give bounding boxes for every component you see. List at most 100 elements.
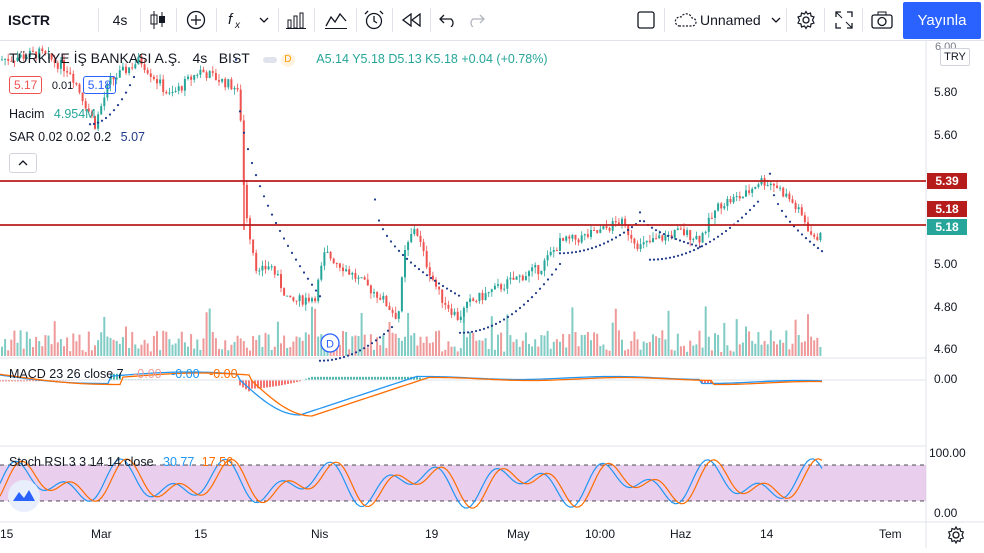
- candle-body: [587, 234, 589, 237]
- candle-body: [280, 274, 282, 288]
- sar-dot: [117, 104, 119, 106]
- chevron-down-icon[interactable]: [252, 0, 276, 40]
- candle-body: [494, 286, 496, 290]
- gear-icon[interactable]: [792, 0, 820, 40]
- sar-dot: [551, 273, 553, 275]
- volume-bar: [1, 347, 3, 356]
- undo-icon[interactable]: [434, 0, 462, 40]
- sar-value: 5.07: [121, 130, 145, 144]
- sar-label[interactable]: SAR 0.02 0.02 0.2: [9, 130, 111, 144]
- candle-body: [798, 207, 800, 209]
- candle-body: [119, 70, 121, 78]
- candle-body: [345, 269, 347, 271]
- cloud-icon[interactable]: [672, 0, 698, 40]
- candle-body: [615, 221, 617, 222]
- candle-body: [150, 73, 152, 77]
- sar-dot: [390, 240, 392, 242]
- candle-body: [540, 271, 542, 274]
- bid-price[interactable]: 5.17: [9, 76, 42, 94]
- volume-bar: [438, 331, 440, 356]
- compare-icon[interactable]: [320, 0, 352, 40]
- volume-bar: [212, 332, 214, 356]
- candle-body: [305, 298, 307, 305]
- volume-bar: [203, 338, 205, 356]
- volume-bar: [116, 341, 118, 356]
- sar-dot: [677, 255, 679, 257]
- redo-icon[interactable]: [462, 0, 490, 40]
- volume-bar: [472, 333, 474, 356]
- sar-dot: [311, 284, 313, 286]
- sar-dot: [471, 331, 473, 333]
- layout-name-button[interactable]: Unnamed: [700, 0, 764, 40]
- volume-bar: [668, 311, 670, 356]
- volume-bar: [299, 337, 301, 356]
- volume-label[interactable]: Hacim: [9, 107, 44, 121]
- chevron-down-icon[interactable]: [768, 0, 784, 40]
- candle-body: [754, 187, 756, 189]
- macd-histogram-bar: [248, 380, 250, 391]
- stoch-label[interactable]: Stoch RSI 3 3 14 14 close: [9, 455, 154, 469]
- volume-bar: [63, 346, 65, 356]
- macd-hist-value: -0.00: [133, 367, 162, 381]
- volume-bar: [773, 341, 775, 356]
- chart-canvas[interactable]: D: [0, 41, 984, 548]
- add-indicator-icon[interactable]: [182, 0, 210, 40]
- price-tick: 4.60: [934, 342, 957, 356]
- publish-button[interactable]: Yayınla: [903, 2, 981, 39]
- candle-body: [447, 305, 449, 309]
- sar-dot: [422, 271, 424, 273]
- sar-dot: [487, 326, 489, 328]
- alert-icon[interactable]: [360, 0, 388, 40]
- candle-body: [404, 250, 406, 277]
- volume-bar: [646, 343, 648, 356]
- replay-icon[interactable]: [398, 0, 426, 40]
- currency-button[interactable]: TRY: [940, 48, 970, 66]
- sar-dot: [737, 220, 739, 222]
- gear-icon[interactable]: [949, 527, 964, 543]
- volume-bar: [289, 347, 291, 356]
- sar-dot: [661, 258, 663, 260]
- interval-button[interactable]: 4s: [104, 0, 136, 40]
- collapse-legend-button[interactable]: [9, 153, 37, 173]
- volume-bar: [705, 306, 707, 356]
- candle-body: [630, 235, 632, 239]
- volume-bar: [761, 345, 763, 356]
- volume-bar: [655, 336, 657, 356]
- volume-bar: [193, 349, 195, 356]
- candles-icon[interactable]: [144, 0, 172, 40]
- candle-body: [649, 241, 651, 242]
- sar-dot: [785, 216, 787, 218]
- sar-dot: [699, 246, 701, 248]
- macd-label[interactable]: MACD 23 26 close 7: [9, 367, 124, 381]
- volume-bar: [385, 348, 387, 356]
- candle-body: [478, 293, 480, 301]
- volume-bar: [305, 332, 307, 356]
- delay-badge[interactable]: D: [281, 53, 295, 67]
- sar-dot: [378, 219, 380, 221]
- volume-bar: [17, 343, 19, 356]
- chart-area[interactable]: D: [0, 41, 984, 548]
- candle-body: [289, 296, 291, 298]
- fullscreen-icon[interactable]: [830, 0, 858, 40]
- volume-bar: [624, 350, 626, 356]
- volume-bar: [420, 337, 422, 356]
- sar-dot: [251, 162, 253, 164]
- ask-price[interactable]: 5.18: [83, 76, 116, 94]
- candle-body: [314, 298, 316, 301]
- sar-dot: [371, 342, 373, 344]
- candle-body: [97, 114, 99, 128]
- financials-icon[interactable]: [282, 0, 310, 40]
- sar-dot: [591, 247, 593, 249]
- company-name[interactable]: TÜRKİYE İŞ BANKASI A.Ş.: [9, 50, 181, 66]
- layout-square-icon[interactable]: [632, 0, 660, 40]
- candle-body: [609, 228, 611, 231]
- candle-body: [271, 266, 273, 267]
- candle-body: [646, 241, 648, 243]
- sar-dot: [315, 289, 317, 291]
- sar-dot: [454, 292, 456, 294]
- camera-icon[interactable]: [868, 0, 896, 40]
- candle-body: [624, 219, 626, 225]
- candle-body: [299, 295, 301, 301]
- symbol-search-button[interactable]: ISCTR: [8, 0, 58, 40]
